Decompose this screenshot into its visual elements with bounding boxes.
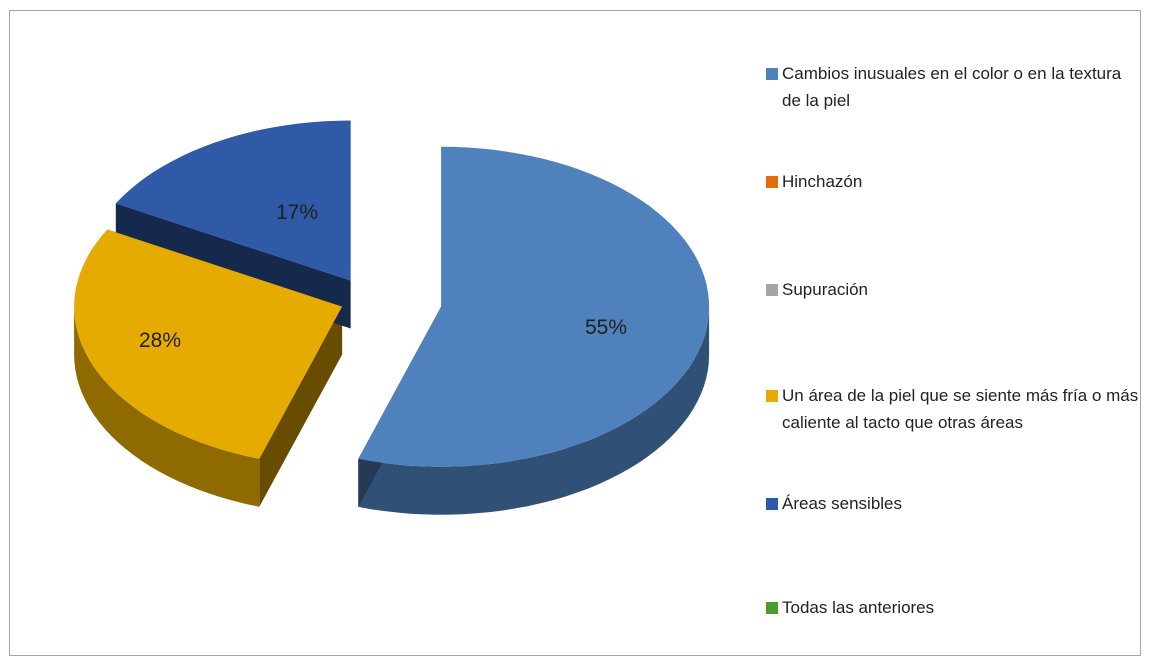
- pie-labels: 55% 28% 17%: [139, 201, 627, 352]
- pie-chart: 55% 28% 17%: [74, 120, 710, 515]
- pie-slice-cut-face: [259, 306, 343, 507]
- legend-swatch: [766, 284, 778, 296]
- legend-item: Hinchazón: [766, 168, 1142, 195]
- legend-swatch: [766, 176, 778, 188]
- legend-label: Áreas sensibles: [782, 494, 903, 513]
- legend-item: Todas las anteriores: [766, 594, 1142, 621]
- pie-slice: [115, 120, 351, 281]
- legend-label: Hinchazón: [782, 172, 863, 191]
- legend-label: Un área de la piel que se siente más frí…: [782, 386, 1139, 432]
- legend: Cambios inusuales en el color o en la te…: [766, 60, 1141, 650]
- legend-swatch: [766, 602, 778, 614]
- pie-slice: [358, 146, 710, 467]
- legend-swatch: [766, 68, 778, 80]
- slice-value-label: 28%: [139, 329, 181, 352]
- legend-label: Todas las anteriores: [782, 598, 935, 617]
- slice-value-label: 17%: [276, 201, 318, 224]
- pie-tops: [74, 120, 710, 467]
- pie-slice: [74, 229, 343, 459]
- legend-item: Supuración: [766, 276, 1142, 303]
- legend-label: Supuración: [782, 280, 869, 299]
- pie-slice-side: [358, 306, 710, 515]
- legend-item: Cambios inusuales en el color o en la te…: [766, 60, 1142, 114]
- legend-label: Cambios inusuales en el color o en la te…: [782, 64, 1122, 110]
- legend-swatch: [766, 390, 778, 402]
- legend-item: Áreas sensibles: [766, 490, 1142, 517]
- legend-item: Un área de la piel que se siente más frí…: [766, 382, 1142, 436]
- pie-slice-side: [74, 306, 260, 507]
- legend-swatch: [766, 498, 778, 510]
- slice-value-label: 55%: [585, 316, 627, 339]
